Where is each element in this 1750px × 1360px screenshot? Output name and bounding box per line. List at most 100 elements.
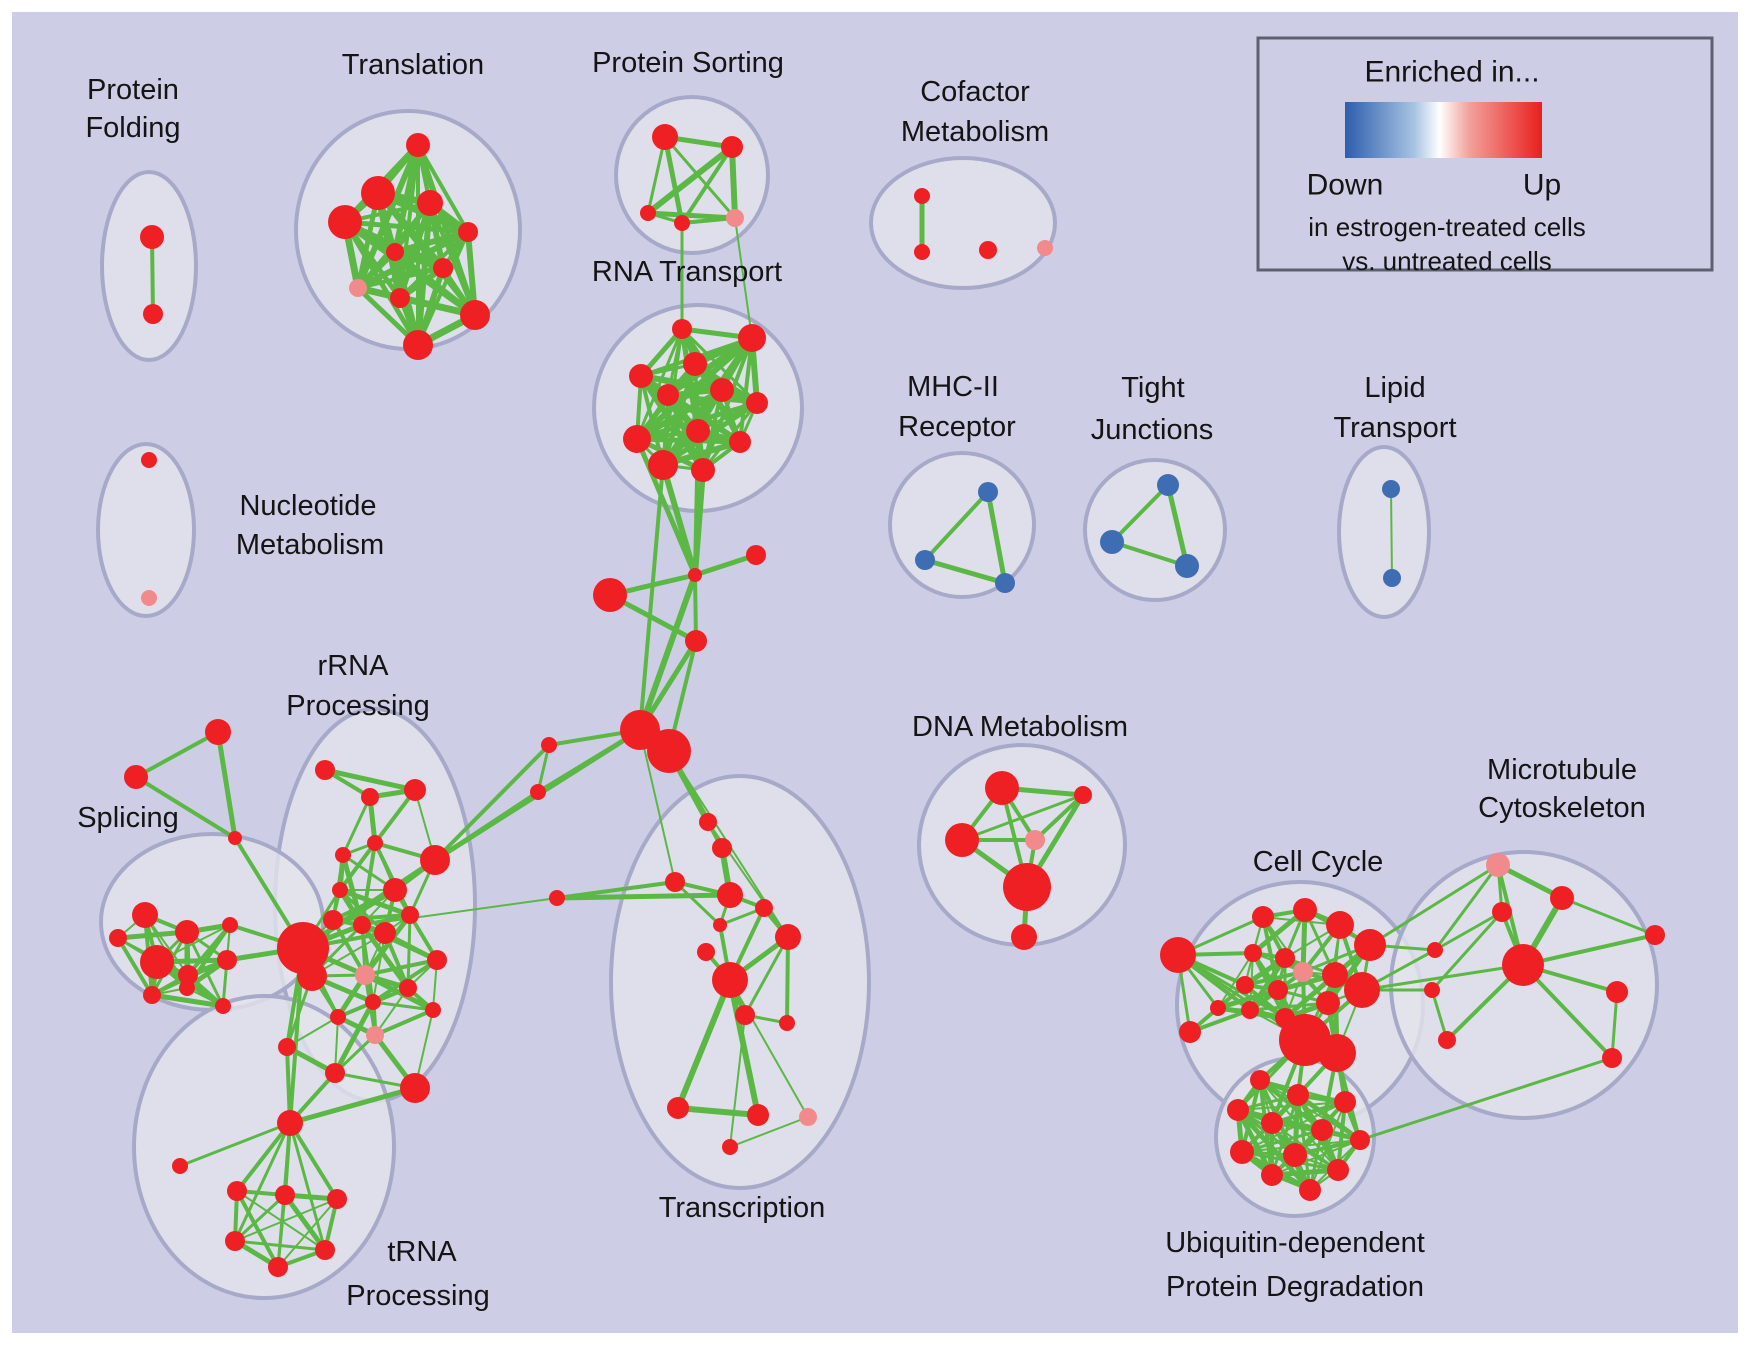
network-node[interactable] xyxy=(1175,554,1199,578)
network-node[interactable] xyxy=(386,243,404,261)
network-node[interactable] xyxy=(403,330,433,360)
network-node[interactable] xyxy=(914,188,930,204)
network-node[interactable] xyxy=(1645,925,1665,945)
network-node[interactable] xyxy=(1210,1000,1226,1016)
network-node[interactable] xyxy=(367,835,383,851)
network-node[interactable] xyxy=(1074,786,1092,804)
network-node[interactable] xyxy=(227,1181,247,1201)
network-node[interactable] xyxy=(593,578,627,612)
network-node[interactable] xyxy=(328,205,362,239)
network-node[interactable] xyxy=(390,288,410,308)
network-node[interactable] xyxy=(353,916,371,934)
network-node[interactable] xyxy=(979,241,997,259)
network-node[interactable] xyxy=(178,965,198,985)
network-node[interactable] xyxy=(140,945,174,979)
network-node[interactable] xyxy=(1606,981,1628,1003)
network-node[interactable] xyxy=(697,943,715,961)
network-node[interactable] xyxy=(222,917,238,933)
network-node[interactable] xyxy=(747,1104,769,1126)
network-node[interactable] xyxy=(141,452,157,468)
network-node[interactable] xyxy=(124,765,148,789)
network-node[interactable] xyxy=(315,1240,335,1260)
network-node[interactable] xyxy=(647,729,691,773)
network-node[interactable] xyxy=(325,1063,345,1083)
network-node[interactable] xyxy=(1230,1140,1254,1164)
network-node[interactable] xyxy=(1492,902,1512,922)
network-node[interactable] xyxy=(672,319,692,339)
network-node[interactable] xyxy=(985,771,1019,805)
network-node[interactable] xyxy=(699,813,717,831)
network-node[interactable] xyxy=(721,136,743,158)
network-node[interactable] xyxy=(315,760,335,780)
network-node[interactable] xyxy=(629,364,653,388)
network-node[interactable] xyxy=(109,929,127,947)
network-node[interactable] xyxy=(1179,1021,1201,1043)
network-node[interactable] xyxy=(1268,980,1288,1000)
network-node[interactable] xyxy=(458,222,478,242)
network-node[interactable] xyxy=(1318,1034,1356,1072)
network-node[interactable] xyxy=(1252,906,1274,928)
network-node[interactable] xyxy=(1037,240,1053,256)
network-node[interactable] xyxy=(735,1005,755,1025)
network-node[interactable] xyxy=(175,920,199,944)
network-node[interactable] xyxy=(1327,1159,1349,1181)
network-node[interactable] xyxy=(132,902,158,928)
network-node[interactable] xyxy=(374,922,396,944)
network-node[interactable] xyxy=(1283,1143,1307,1167)
network-node[interactable] xyxy=(275,1185,295,1205)
network-node[interactable] xyxy=(530,784,546,800)
network-node[interactable] xyxy=(297,961,327,991)
network-node[interactable] xyxy=(657,384,679,406)
network-node[interactable] xyxy=(1160,937,1196,973)
network-node[interactable] xyxy=(1293,962,1313,982)
network-node[interactable] xyxy=(361,788,379,806)
network-node[interactable] xyxy=(1287,1084,1309,1106)
network-node[interactable] xyxy=(400,1073,430,1103)
network-node[interactable] xyxy=(549,890,565,906)
network-node[interactable] xyxy=(332,882,348,898)
network-node[interactable] xyxy=(640,205,656,221)
network-node[interactable] xyxy=(652,124,678,150)
network-node[interactable] xyxy=(399,979,417,997)
network-node[interactable] xyxy=(1244,944,1262,962)
network-node[interactable] xyxy=(717,882,743,908)
network-node[interactable] xyxy=(799,1108,817,1126)
network-node[interactable] xyxy=(685,630,707,652)
network-node[interactable] xyxy=(914,244,930,260)
network-node[interactable] xyxy=(686,419,710,443)
network-node[interactable] xyxy=(1025,830,1045,850)
network-node[interactable] xyxy=(1227,1099,1249,1121)
network-node[interactable] xyxy=(366,1026,384,1044)
network-node[interactable] xyxy=(205,719,231,745)
network-node[interactable] xyxy=(1344,972,1380,1008)
network-node[interactable] xyxy=(945,823,979,857)
network-node[interactable] xyxy=(425,1002,441,1018)
network-node[interactable] xyxy=(1550,886,1574,910)
network-node[interactable] xyxy=(355,965,375,985)
network-node[interactable] xyxy=(1003,863,1051,911)
network-node[interactable] xyxy=(1502,944,1544,986)
network-node[interactable] xyxy=(335,847,351,863)
network-node[interactable] xyxy=(1241,1001,1259,1019)
network-node[interactable] xyxy=(278,1038,296,1056)
network-node[interactable] xyxy=(712,962,748,998)
network-node[interactable] xyxy=(323,910,343,930)
network-node[interactable] xyxy=(383,878,407,902)
network-node[interactable] xyxy=(1486,853,1510,877)
network-node[interactable] xyxy=(775,924,801,950)
network-node[interactable] xyxy=(406,133,430,157)
network-node[interactable] xyxy=(277,922,329,974)
network-node[interactable] xyxy=(1602,1048,1622,1068)
network-node[interactable] xyxy=(228,831,242,845)
network-node[interactable] xyxy=(1424,982,1440,998)
network-node[interactable] xyxy=(712,838,732,858)
network-node[interactable] xyxy=(688,568,702,582)
network-node[interactable] xyxy=(1326,911,1354,939)
network-node[interactable] xyxy=(460,300,490,330)
network-node[interactable] xyxy=(746,392,768,414)
network-node[interactable] xyxy=(1100,530,1124,554)
network-node[interactable] xyxy=(1316,991,1340,1015)
network-node[interactable] xyxy=(143,986,161,1004)
network-node[interactable] xyxy=(665,872,685,892)
network-node[interactable] xyxy=(710,378,734,402)
